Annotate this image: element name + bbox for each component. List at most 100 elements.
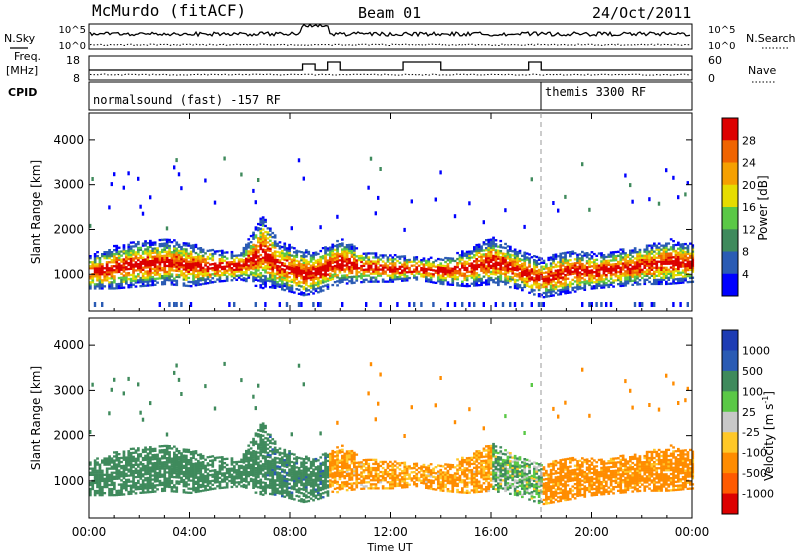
power-cell — [480, 247, 483, 250]
velocity-cell — [115, 493, 119, 497]
power-cell — [249, 257, 253, 260]
power-cell — [125, 272, 128, 275]
power-cell — [422, 263, 426, 266]
velocity-cell — [93, 459, 97, 462]
power-cell — [408, 276, 411, 280]
velocity-cells — [89, 361, 695, 506]
power-cell — [511, 250, 515, 253]
power-cell — [105, 261, 109, 264]
velocity-cell — [185, 458, 188, 462]
power-cell — [266, 237, 270, 240]
power-cell — [321, 273, 325, 276]
power-cell — [350, 255, 354, 258]
power-cell — [257, 241, 260, 244]
power-cell — [283, 268, 287, 271]
power-cell — [341, 244, 344, 247]
power-cell — [185, 262, 188, 265]
power-cell — [621, 264, 625, 267]
power-cell — [199, 273, 203, 276]
velocity-cell — [151, 482, 155, 485]
power-cell — [314, 259, 318, 262]
power-cell — [290, 278, 294, 281]
power-cell — [153, 257, 157, 260]
power-cell — [439, 262, 443, 265]
power-cell — [554, 283, 558, 287]
velocity-cell — [101, 477, 104, 480]
power-cell — [410, 260, 414, 263]
power-cell — [494, 257, 498, 260]
power-cell — [170, 269, 174, 272]
velocity-cell — [137, 457, 140, 460]
power-cell — [475, 262, 479, 265]
velocity-cell — [101, 494, 104, 497]
velocity-cell — [110, 477, 114, 480]
power-cell — [182, 284, 186, 287]
power-cell — [137, 240, 140, 244]
velocity-cell — [103, 473, 107, 476]
power-cell — [309, 286, 313, 289]
velocity-cell — [110, 471, 114, 474]
power-cell — [441, 274, 445, 278]
power-cell — [125, 268, 128, 271]
power-cell — [89, 265, 92, 268]
power-cell — [381, 266, 385, 269]
power-cell — [377, 258, 380, 261]
power-cell — [293, 247, 296, 250]
power-cell — [333, 244, 337, 248]
power-cell — [662, 260, 666, 263]
power-cell — [266, 245, 270, 248]
power-cell — [559, 256, 563, 259]
power-cell — [350, 245, 354, 248]
power-cell — [314, 273, 318, 276]
power-cell — [122, 246, 126, 249]
velocity-cell — [146, 462, 150, 465]
velocity-cell — [197, 453, 200, 457]
power-cell — [684, 269, 687, 272]
power-cell — [422, 269, 426, 272]
power-cell — [261, 268, 265, 271]
power-cell — [149, 274, 152, 277]
power-cell — [319, 258, 323, 261]
power-cell — [348, 272, 351, 275]
power-cell — [93, 269, 97, 272]
velocity-cell — [240, 481, 243, 484]
velocity-cell — [141, 485, 145, 488]
power-cell — [571, 286, 575, 290]
power-cell — [569, 259, 572, 262]
power-cell — [429, 266, 433, 269]
power-cell — [108, 285, 111, 288]
power-cell — [259, 262, 263, 265]
power-cell — [549, 282, 553, 285]
power-cell — [360, 260, 363, 264]
power-cell — [643, 270, 647, 273]
nave-tick-60: 60 — [708, 54, 722, 67]
power-cell — [489, 240, 493, 243]
power-cell — [660, 282, 663, 286]
power-cell — [509, 245, 512, 248]
power-cell — [110, 273, 114, 276]
power-cell — [257, 275, 260, 278]
power-cell — [192, 264, 195, 267]
power-cell — [199, 255, 203, 258]
power-cell — [432, 281, 435, 284]
velocity-cell — [125, 486, 128, 490]
power-nearrange-cell — [501, 302, 505, 307]
power-cell — [225, 269, 229, 272]
velocity-cell — [254, 483, 258, 486]
power-cell — [561, 272, 565, 275]
power-cell — [252, 247, 255, 250]
power-cell — [593, 277, 596, 280]
power-cell — [643, 248, 647, 251]
power-cell — [168, 254, 171, 258]
power-cell — [240, 274, 243, 277]
power-cell — [98, 265, 102, 268]
power-cell — [295, 265, 299, 269]
power-cell — [108, 261, 111, 264]
power-cell — [583, 264, 587, 267]
velocity-cell — [151, 488, 155, 491]
power-cell — [324, 262, 327, 265]
power-cell — [557, 279, 560, 282]
velocity-cell — [242, 479, 246, 482]
power-cell — [345, 260, 349, 263]
velocity-cell — [158, 445, 162, 448]
